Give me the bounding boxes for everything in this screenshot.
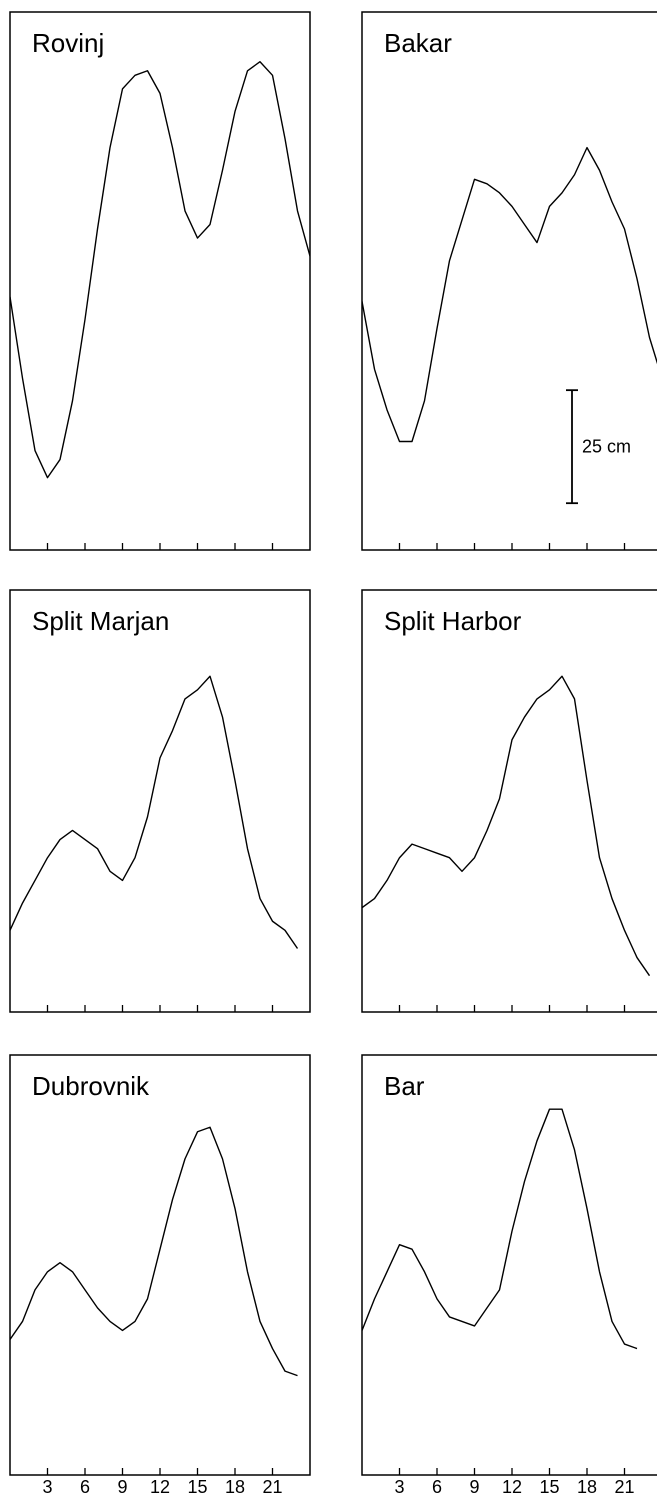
plot-area	[10, 61, 310, 479]
series-line	[10, 1126, 298, 1377]
x-tick-label: 21	[262, 1477, 282, 1497]
series-line	[10, 61, 310, 479]
scale-bar-label: 25 cm	[582, 437, 631, 457]
plot-area	[362, 146, 657, 443]
series-line	[362, 675, 651, 977]
plot-area	[362, 675, 651, 977]
panel: 3 6 9 12 15 18 21 Bar	[361, 1054, 657, 1497]
series-line	[362, 146, 657, 443]
plot-area	[362, 1108, 638, 1350]
panel-frame	[361, 589, 657, 1013]
x-tick-label: 9	[469, 1477, 479, 1497]
panel-title: Split Harbor	[384, 606, 522, 636]
x-tick-label: 6	[432, 1477, 442, 1497]
plot-area	[10, 1126, 298, 1377]
panel-title: Bakar	[384, 28, 452, 58]
x-tick-label: 12	[150, 1477, 170, 1497]
x-tick-label: 15	[187, 1477, 207, 1497]
panel: Bakar 25 cm	[361, 11, 657, 551]
plot-area	[10, 675, 299, 949]
x-tick-label: 18	[577, 1477, 597, 1497]
panel-frame	[9, 589, 311, 1013]
x-tick-label: 9	[117, 1477, 127, 1497]
series-line	[362, 1108, 638, 1350]
panel-title: Bar	[384, 1071, 425, 1101]
panel-title: Split Marjan	[32, 606, 169, 636]
panel-frame	[361, 11, 657, 551]
x-tick-label: 6	[80, 1477, 90, 1497]
panel-frame	[361, 1054, 657, 1476]
panel: 3 6 9 12 15 18 21 Dubrovnik	[9, 1054, 311, 1497]
panel: Split Harbor	[361, 589, 657, 1013]
x-tick-label: 12	[502, 1477, 522, 1497]
panel-title: Rovinj	[32, 28, 104, 58]
x-tick-label: 15	[539, 1477, 559, 1497]
panel: Rovinj	[9, 11, 311, 551]
x-tick-label: 3	[394, 1477, 404, 1497]
series-line	[10, 675, 299, 949]
x-tick-label: 18	[225, 1477, 245, 1497]
panel: Split Marjan	[9, 589, 311, 1013]
x-tick-label: 3	[42, 1477, 52, 1497]
panel-frame	[9, 1054, 311, 1476]
panel-title: Dubrovnik	[32, 1071, 150, 1101]
x-tick-label: 21	[614, 1477, 634, 1497]
